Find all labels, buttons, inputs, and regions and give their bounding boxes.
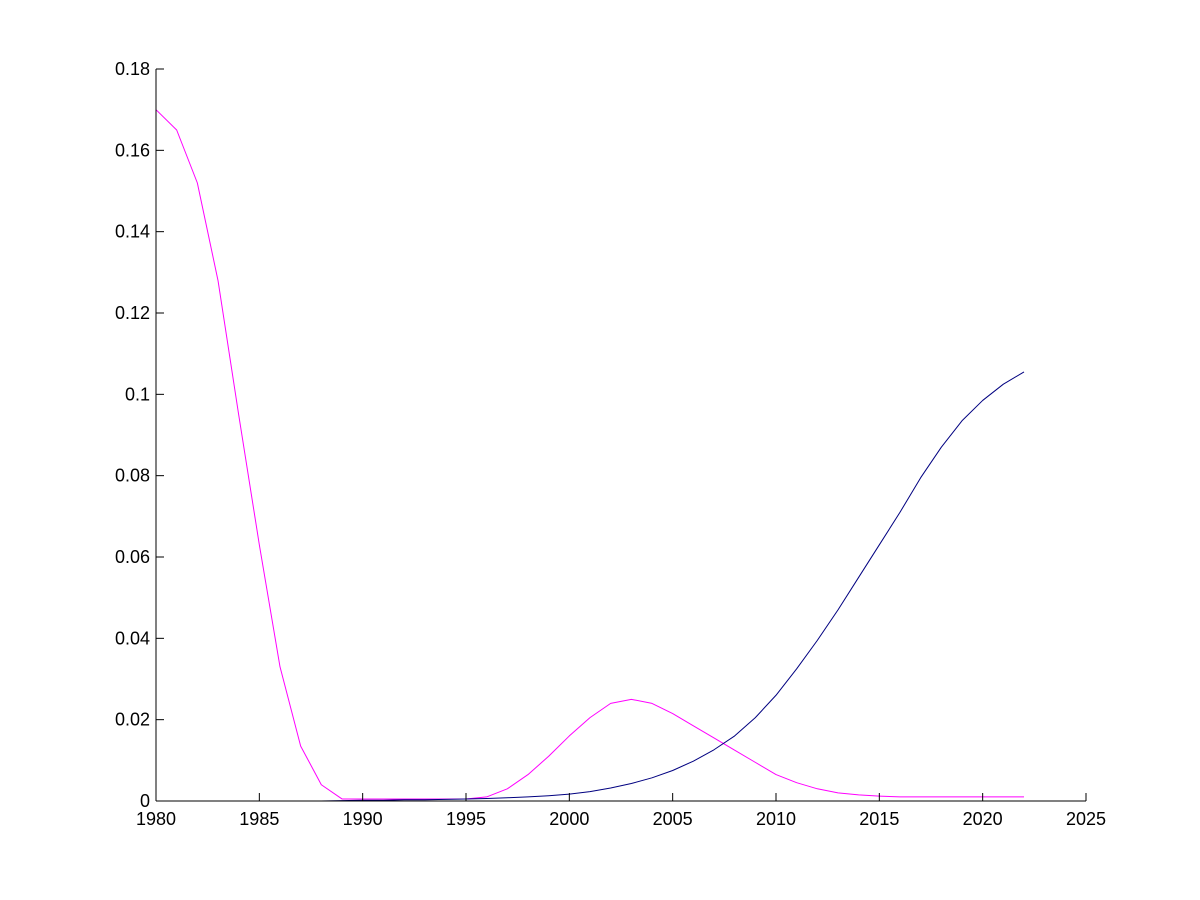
y-tick-label: 0 [140, 791, 150, 811]
y-tick-label: 0.02 [115, 710, 150, 730]
y-tick-label: 0.04 [115, 628, 150, 648]
x-tick-label: 2005 [653, 809, 693, 829]
x-tick-label: 2025 [1066, 809, 1106, 829]
y-tick-label: 0.1 [125, 384, 150, 404]
x-tick-label: 2020 [963, 809, 1003, 829]
y-tick-label: 0.06 [115, 547, 150, 567]
x-tick-label: 1980 [136, 809, 176, 829]
y-tick-label: 0.12 [115, 303, 150, 323]
y-tick-label: 0.08 [115, 466, 150, 486]
x-tick-label: 2015 [859, 809, 899, 829]
y-tick-label: 0.16 [115, 140, 150, 160]
x-tick-label: 1990 [343, 809, 383, 829]
x-tick-label: 1985 [239, 809, 279, 829]
y-tick-label: 0.14 [115, 222, 150, 242]
y-tick-label: 0.18 [115, 59, 150, 79]
x-tick-label: 2000 [549, 809, 589, 829]
x-tick-label: 1995 [446, 809, 486, 829]
x-tick-label: 2010 [756, 809, 796, 829]
axes: 0 0.02 0.04 0.06 0.08 0.1 0.12 0.14 0.16 0.18 1980… [115, 59, 1106, 829]
